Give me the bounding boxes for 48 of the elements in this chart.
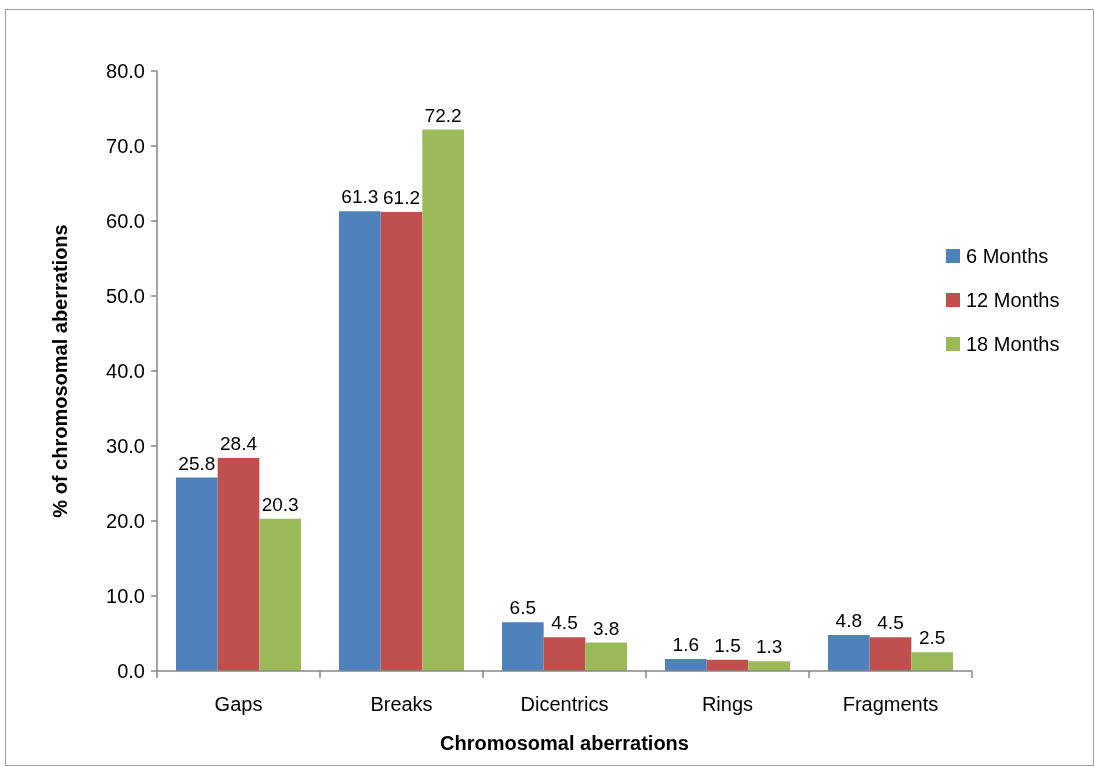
y-axis-title: % of chromosomal aberrations [49,224,71,518]
bar [422,129,464,671]
legend-label: 6 Months [966,245,1049,267]
data-label: 4.8 [835,610,863,631]
x-tick-label: Dicentrics [520,693,609,715]
x-tick-label: Gaps [214,693,263,715]
bar [217,458,260,671]
legend-label: 18 Months [966,333,1060,355]
bar [502,622,544,671]
y-tick-label: 80.0 [106,60,145,82]
data-label: 1.3 [755,636,783,658]
data-label: 2.5 [918,627,946,649]
data-label: 3.8 [592,617,620,639]
bar [748,661,790,671]
legend-label: 12 Months [966,289,1060,311]
bar [543,637,586,671]
data-label: 72.2 [424,104,462,126]
x-tick-label: Breaks [370,693,433,715]
bar [869,637,912,671]
x-axis-title: Chromosomal aberrations [440,732,689,754]
bar [585,642,627,671]
bar [828,635,870,671]
y-tick-label: 30.0 [106,435,145,457]
x-tick-label: Fragments [842,693,939,715]
y-tick-label: 60.0 [106,210,145,232]
bar [380,212,423,671]
y-tick-label: 50.0 [106,285,145,307]
data-label: 20.3 [261,493,299,515]
bar [911,652,953,671]
y-tick-label: 40.0 [106,360,145,382]
data-label: 6.5 [509,597,537,619]
bar [339,211,381,671]
data-label: 28.4 [220,433,258,454]
data-label: 4.5 [877,612,904,634]
data-label: 61.2 [383,187,420,208]
x-tick-label: Rings [701,693,754,715]
bar [259,518,301,671]
bar [176,477,218,671]
y-tick-label: 0.0 [117,660,145,682]
y-tick-label: 10.0 [106,585,145,607]
y-tick-label: 70.0 [106,135,145,157]
data-label: 61.3 [341,186,379,208]
data-label: 1.6 [672,634,700,655]
data-label: 4.5 [551,612,578,634]
data-label: 1.5 [714,634,741,656]
data-label: 25.8 [178,452,216,474]
bar [665,659,707,671]
y-tick-label: 20.0 [106,510,145,532]
